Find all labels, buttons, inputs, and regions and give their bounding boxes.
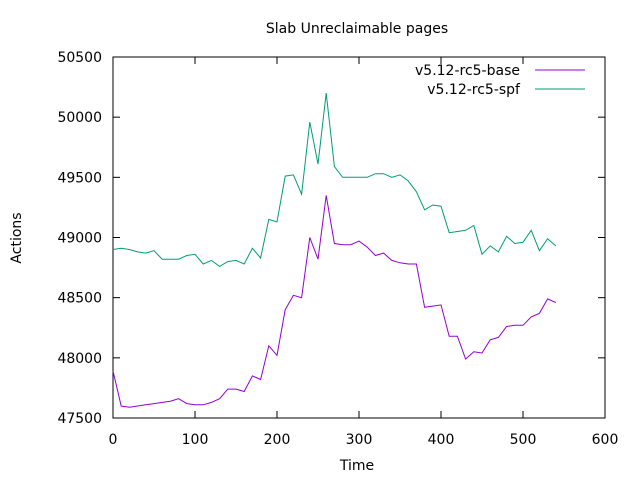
y-axis: 47500 48000 48500 49000 49500 50000 50500 xyxy=(57,50,605,427)
y-tick-label: 50000 xyxy=(57,110,102,126)
x-axis-label: Time xyxy=(339,458,374,474)
legend-label-2: v5.12-rc5-spf xyxy=(427,82,521,98)
x-tick-label: 400 xyxy=(428,432,455,448)
x-tick-label: 200 xyxy=(264,432,291,448)
legend-label-1: v5.12-rc5-base xyxy=(415,63,520,79)
x-tick-label: 500 xyxy=(510,432,537,448)
chart-title: Slab Unreclaimable pages xyxy=(266,21,448,37)
legend: v5.12-rc5-base v5.12-rc5-spf xyxy=(415,63,585,98)
series-line-2 xyxy=(112,93,557,267)
y-tick-label: 48000 xyxy=(57,351,102,367)
series-line-1 xyxy=(112,195,557,408)
x-tick-label: 100 xyxy=(182,432,209,448)
x-axis: 0 100 200 300 400 500 600 xyxy=(109,57,619,448)
x-tick-label: 600 xyxy=(592,432,619,448)
y-tick-label: 49000 xyxy=(57,231,102,247)
y-axis-label: Actions xyxy=(9,212,25,263)
y-tick-label: 47500 xyxy=(57,411,102,427)
x-tick-label: 0 xyxy=(109,432,118,448)
x-tick-label: 300 xyxy=(346,432,373,448)
plot-area-frame xyxy=(112,56,606,419)
y-tick-label: 49500 xyxy=(57,170,102,186)
y-tick-label: 48500 xyxy=(57,291,102,307)
y-tick-label: 50500 xyxy=(57,50,102,66)
series-lines xyxy=(112,93,557,408)
